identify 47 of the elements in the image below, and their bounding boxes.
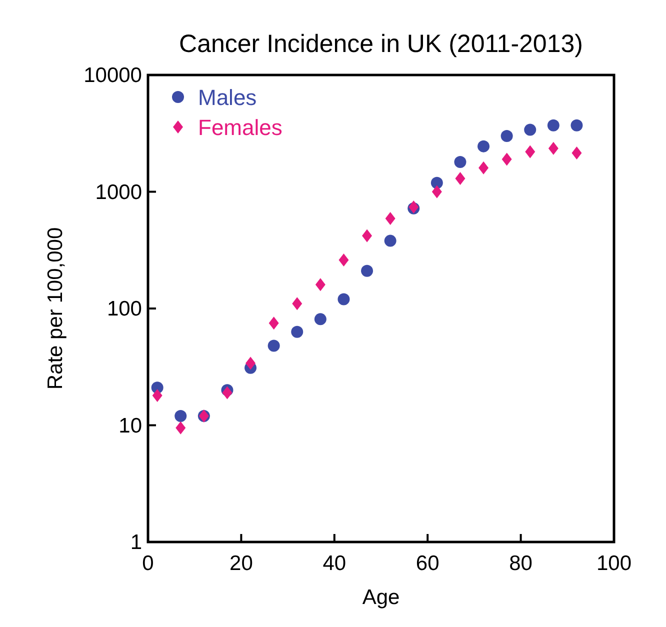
point bbox=[524, 124, 536, 136]
point bbox=[222, 386, 232, 400]
point bbox=[454, 156, 466, 168]
point bbox=[570, 119, 583, 132]
y-tick-label: 100 bbox=[106, 298, 142, 320]
point bbox=[338, 293, 350, 306]
point bbox=[548, 142, 558, 155]
point bbox=[572, 146, 582, 160]
point bbox=[315, 278, 326, 292]
y-tick-label: 10000 bbox=[84, 64, 142, 87]
point bbox=[478, 140, 490, 152]
y-axis-title: Rate per 100,000 bbox=[44, 227, 67, 390]
point bbox=[362, 229, 372, 242]
point bbox=[292, 297, 302, 310]
x-tick-label: 40 bbox=[322, 552, 346, 575]
point bbox=[525, 145, 536, 158]
point bbox=[502, 152, 512, 166]
y-tick-label: 1000 bbox=[95, 180, 142, 204]
point bbox=[268, 340, 280, 352]
legend-label: Males bbox=[198, 85, 257, 110]
point bbox=[152, 388, 162, 402]
y-tick-label: 10 bbox=[118, 414, 142, 438]
chart-title: Cancer Incidence in UK (2011-2013) bbox=[179, 30, 583, 58]
point bbox=[291, 326, 304, 338]
point bbox=[385, 212, 396, 226]
point bbox=[432, 185, 442, 198]
x-tick-label: 100 bbox=[596, 552, 632, 575]
point bbox=[384, 234, 396, 247]
point bbox=[478, 161, 489, 174]
y-tick-label: 1 bbox=[130, 531, 142, 554]
x-axis-title: Age bbox=[362, 586, 400, 609]
point bbox=[547, 119, 560, 132]
point bbox=[174, 410, 187, 422]
x-tick-label: 80 bbox=[509, 552, 532, 575]
point bbox=[176, 421, 186, 434]
point bbox=[500, 130, 513, 142]
point bbox=[246, 356, 256, 370]
point bbox=[338, 254, 349, 267]
x-tick-label: 60 bbox=[416, 552, 440, 575]
x-tick-label: 0 bbox=[142, 552, 154, 575]
legend-label: Females bbox=[198, 115, 282, 140]
point bbox=[314, 313, 326, 326]
point bbox=[430, 176, 443, 189]
point bbox=[268, 316, 279, 330]
point bbox=[361, 264, 374, 277]
x-tick-label: 20 bbox=[230, 552, 253, 575]
point bbox=[455, 172, 466, 185]
